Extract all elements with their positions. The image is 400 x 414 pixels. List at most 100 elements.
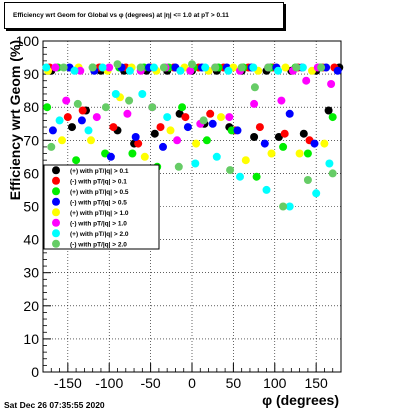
x-tick-label: -100 xyxy=(95,375,123,391)
legend-marker xyxy=(52,239,60,248)
data-point xyxy=(148,103,157,112)
data-point xyxy=(176,66,185,75)
data-point xyxy=(134,139,143,148)
y-tick-label: 50 xyxy=(23,199,39,215)
data-point xyxy=(149,63,158,72)
data-point xyxy=(295,149,304,158)
data-point xyxy=(113,60,122,69)
data-point xyxy=(87,136,95,145)
data-point xyxy=(328,169,337,178)
y-tick-label: 20 xyxy=(23,298,39,314)
chart-title: Efficiency wrt Geom for Global vs φ (deg… xyxy=(13,12,229,19)
data-point xyxy=(48,126,57,135)
data-point xyxy=(233,126,242,135)
legend-label: (+) with pT/|q| > 2.0 xyxy=(70,231,129,238)
data-point xyxy=(173,136,182,145)
y-tick-label: 100 xyxy=(16,33,40,49)
data-point xyxy=(333,66,342,75)
data-point xyxy=(225,113,234,122)
data-point xyxy=(298,63,307,72)
data-point xyxy=(236,172,244,181)
data-point xyxy=(303,149,312,158)
data-point xyxy=(70,66,79,75)
data-point xyxy=(241,156,250,165)
data-point xyxy=(51,63,60,72)
y-axis-label: Efficiency wrt Geom (%) xyxy=(7,40,23,200)
legend-marker xyxy=(52,176,60,185)
data-point xyxy=(140,152,149,161)
data-point xyxy=(188,60,196,69)
data-point xyxy=(280,129,289,138)
series-6 xyxy=(51,63,336,145)
data-point xyxy=(206,109,215,118)
data-point xyxy=(191,159,200,168)
ticks-layer: 0 10 20 30 40 50 60 70 80 90 100 -150 -100 -50 0 50 100 1… xyxy=(16,33,334,391)
data-point xyxy=(312,189,321,198)
y-tick-label: 60 xyxy=(23,165,39,181)
data-point xyxy=(174,162,183,171)
data-point xyxy=(138,90,147,98)
data-point xyxy=(111,90,120,98)
data-point xyxy=(279,142,288,151)
series-8 xyxy=(47,60,337,211)
data-point xyxy=(199,116,208,125)
data-point xyxy=(47,142,56,151)
data-point xyxy=(62,96,71,105)
legend-marker xyxy=(52,197,60,206)
x-tick-label: 100 xyxy=(263,375,287,391)
data-point xyxy=(159,142,167,151)
data-point xyxy=(181,113,190,122)
data-point xyxy=(163,113,172,122)
data-point xyxy=(303,176,312,184)
data-point xyxy=(106,152,115,161)
data-point xyxy=(178,103,187,112)
data-point xyxy=(255,123,264,132)
data-point xyxy=(308,66,316,75)
data-point xyxy=(260,139,269,148)
data-point xyxy=(125,66,134,75)
data-point xyxy=(211,63,220,72)
data-point xyxy=(324,106,333,115)
series-5 xyxy=(44,63,329,165)
y-tick-label: 80 xyxy=(23,99,39,115)
data-point xyxy=(150,129,159,138)
data-point xyxy=(212,152,221,161)
data-point xyxy=(159,63,168,72)
data-point xyxy=(42,63,51,72)
data-point xyxy=(208,119,217,128)
data-point xyxy=(267,149,276,158)
data-point xyxy=(123,109,132,118)
data-point xyxy=(175,109,184,118)
legend-marker xyxy=(52,208,60,217)
y-tick-label: 10 xyxy=(23,331,39,347)
y-tick-label: 30 xyxy=(23,265,39,281)
legend-label: (+) with pT/|q| > 1.0 xyxy=(70,210,129,217)
legend-marker xyxy=(52,218,60,227)
data-point xyxy=(274,66,283,75)
data-point xyxy=(59,63,68,72)
legend-label: (-) with pT/|q| > 0.5 xyxy=(70,199,127,206)
data-point xyxy=(299,129,308,138)
data-point xyxy=(250,133,259,141)
data-point xyxy=(101,149,110,158)
data-point xyxy=(109,123,118,132)
data-point xyxy=(226,166,235,175)
legend-label: (-) with pT/|q| > 0.1 xyxy=(70,178,127,185)
data-point xyxy=(88,63,97,72)
series-7 xyxy=(42,63,334,211)
series-3 xyxy=(43,63,337,181)
x-tick-label: 50 xyxy=(226,375,242,391)
data-point xyxy=(192,139,201,148)
data-point xyxy=(264,63,273,72)
data-point xyxy=(224,66,233,75)
data-point xyxy=(285,109,294,118)
series-4 xyxy=(48,63,342,161)
data-point xyxy=(156,123,165,132)
data-point xyxy=(262,185,271,194)
data-point xyxy=(73,99,82,108)
data-point xyxy=(63,113,72,122)
data-point xyxy=(217,113,225,122)
legend-label: (+) with pT/|q| > 0.5 xyxy=(70,189,129,196)
data-point xyxy=(249,63,258,72)
